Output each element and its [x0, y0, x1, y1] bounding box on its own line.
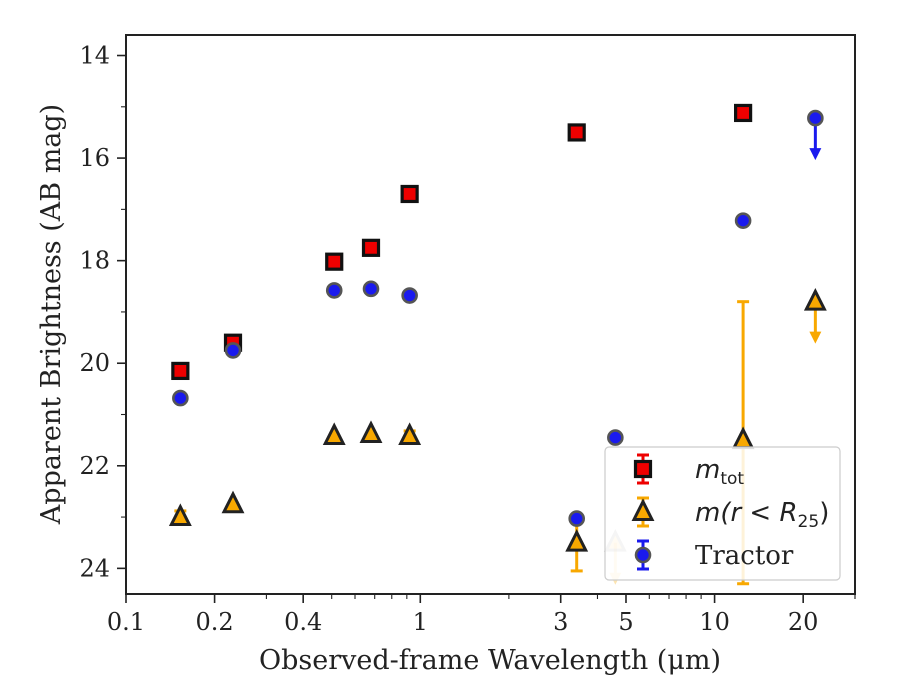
tractor-point [807, 109, 824, 127]
tractor-point [362, 280, 380, 298]
mr25-point [168, 503, 192, 527]
y-tick-label: 22 [79, 452, 110, 480]
series-mtot [171, 103, 753, 381]
mr25-point [322, 422, 346, 445]
tractor-point [734, 212, 752, 229]
legend-label-main: m [695, 455, 720, 485]
limit-arrow-head [809, 331, 822, 344]
legend-entry-mr25: m(r < R25) [631, 496, 829, 532]
limit-arrow-head [809, 148, 822, 161]
y-tick-label: 16 [79, 144, 110, 172]
x-tick-label: 1 [413, 608, 428, 636]
mr25-point [221, 490, 245, 514]
plot-frame [125, 34, 856, 595]
mtot-point [325, 252, 344, 271]
y-tick-label: 20 [79, 349, 110, 377]
series-tractor [172, 109, 824, 527]
mtot-point [400, 184, 419, 204]
mr25-point [731, 426, 755, 450]
legend-label-main: m(r < R [695, 498, 798, 528]
x-tick-label: 5 [618, 608, 633, 636]
x-tick-label: 20 [788, 608, 819, 636]
mtot-point [361, 238, 381, 257]
x-tick-label: 0.1 [107, 608, 145, 636]
mr25-point [565, 529, 589, 552]
x-tick-label: 0.2 [196, 608, 234, 636]
tractor-point [401, 287, 418, 304]
legend: mtot m(r < R25) Tractor [604, 446, 841, 581]
legend-marker-mtot [633, 459, 653, 479]
tractor-point [607, 429, 624, 446]
tractor-point [224, 342, 242, 359]
x-axis-label: Observed-frame Wavelength (μm) [259, 645, 721, 676]
legend-label-tractor: Tractor [695, 541, 794, 571]
y-tick-label: 24 [79, 554, 110, 582]
x-tick-label: 10 [699, 608, 730, 636]
legend-label-mr25: m(r < R25) [695, 498, 829, 532]
legend-entry-mtot: mtot [633, 453, 744, 489]
legend-label-sub: tot [720, 469, 744, 489]
legend-label-sub: 25 [798, 512, 820, 532]
mr25-point [398, 422, 422, 445]
y-axis-label: Apparent Brightness (AB mag) [36, 104, 67, 525]
legend-box [604, 446, 841, 581]
mtot-point [171, 361, 190, 381]
tractor-point [325, 282, 343, 299]
legend-entry-tractor: Tractor [634, 539, 794, 571]
x-tick-label: 0.4 [284, 608, 322, 636]
legend-marker-tractor [634, 546, 652, 564]
mtot-point [567, 123, 586, 142]
mtot-point [734, 103, 753, 123]
mr25-point [359, 420, 383, 443]
axis-ticks: 0.1 0.2 0.4 1 3 5 10 20 14 16 18 20 22 24 [79, 42, 856, 636]
legend-label-mtot: mtot [695, 455, 744, 489]
y-tick-label: 14 [79, 42, 110, 70]
tractor-point [172, 389, 189, 407]
legend-label-end: ) [819, 498, 829, 528]
y-tick-label: 18 [79, 247, 110, 275]
legend-marker-mr25 [631, 498, 655, 521]
mr25-point [803, 288, 827, 311]
x-tick-label: 3 [553, 608, 568, 636]
tractor-point [568, 510, 586, 527]
